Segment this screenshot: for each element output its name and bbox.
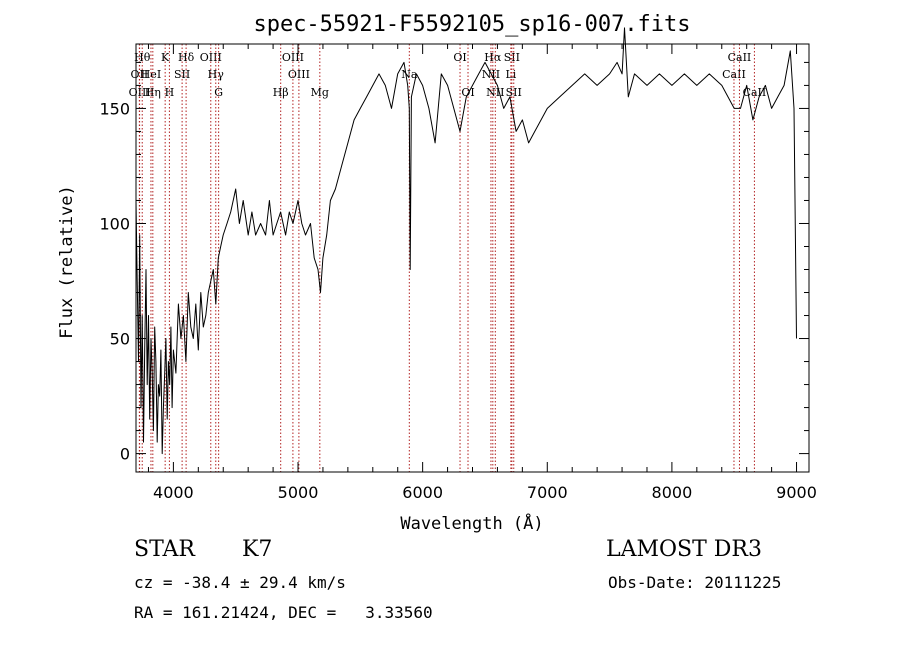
marker-label-1: OIII	[129, 86, 151, 99]
marker-label-15: Mg	[311, 86, 329, 99]
y-tick-label-1: 50	[110, 330, 130, 349]
y-tick-label-2: 100	[99, 214, 130, 233]
marker-label-0: OII	[131, 68, 149, 81]
y-tick-label-3: 150	[99, 99, 130, 118]
marker-label-22: Li	[505, 68, 516, 81]
plot-frame	[135, 43, 810, 473]
marker-label-2: Hθ	[134, 51, 151, 64]
marker-label-9: OIII	[200, 51, 222, 64]
x-tick-label-1: 5000	[278, 483, 319, 502]
spectrum-series	[135, 27, 797, 455]
marker-label-23: SII	[504, 51, 520, 64]
chart-title: spec-55921-F5592105_sp16-007.fits	[253, 12, 690, 37]
marker-label-13: OIII	[282, 51, 304, 64]
marker-label-14: OIII	[288, 68, 310, 81]
coordinates: RA = 161.21424, DEC = 3.33560	[134, 603, 433, 622]
marker-label-11: G	[214, 86, 223, 99]
marker-label-3: HeI	[141, 68, 161, 81]
marker-label-12: Hβ	[273, 86, 289, 99]
x-tick-label-2: 6000	[402, 483, 443, 502]
x-tick-label-4: 8000	[652, 483, 693, 502]
marker-label-18: OI	[461, 86, 474, 99]
survey-name: LAMOST DR3	[606, 537, 762, 562]
object-type: STAR	[134, 537, 195, 562]
marker-label-17: OI	[453, 51, 466, 64]
redshift-velocity: cz = -38.4 ± 29.4 km/s	[134, 573, 346, 592]
axes: 4000 5000 6000 7000 8000 9000 0 50 100 150	[99, 44, 817, 502]
x-axis-label: Wavelength (Å)	[400, 512, 543, 534]
x-tick-label-0: 4000	[153, 483, 194, 502]
spectrum-line-0	[135, 27, 797, 455]
marker-label-8: Hδ	[178, 51, 195, 64]
marker-label-20: Hα	[484, 51, 502, 64]
marker-label-10: Hγ	[208, 68, 225, 81]
x-tick-label-3: 7000	[527, 483, 568, 502]
marker-label-26: CaII	[728, 51, 752, 64]
marker-label-6: H	[165, 86, 175, 99]
y-tick-label-0: 0	[120, 445, 130, 464]
marker-label-21: NII	[486, 86, 504, 99]
marker-label-24: SII	[506, 86, 522, 99]
marker-label-4: Hη	[145, 86, 161, 99]
marker-label-5: K	[161, 51, 170, 64]
object-subclass: K7	[242, 537, 273, 562]
marker-label-25: CaII	[722, 68, 746, 81]
observation-date: Obs-Date: 20111225	[608, 573, 782, 592]
marker-label-19: NII	[482, 68, 500, 81]
y-axis-label: Flux (relative)	[57, 185, 77, 339]
x-tick-label-5: 9000	[776, 483, 817, 502]
marker-label-7: SII	[174, 68, 190, 81]
